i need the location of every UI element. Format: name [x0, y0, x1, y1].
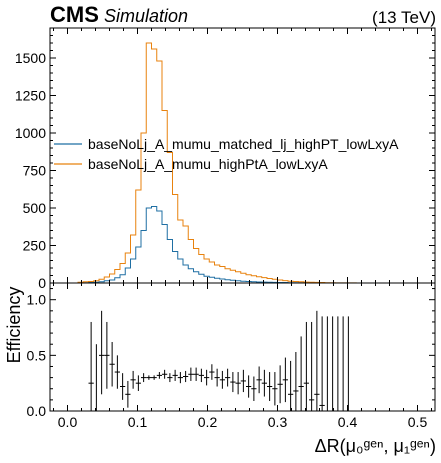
top-y-tick-label: 250: [23, 238, 47, 254]
bottom-x-tick-label: 0.1: [128, 414, 148, 430]
bottom-series-group: [88, 310, 349, 411]
bottom-y-tick-label: 0.5: [27, 347, 47, 363]
top-y-tick-label: 750: [23, 163, 47, 179]
bottom-x-tick-label: 0.4: [338, 414, 358, 430]
legend-entry-series-2: baseNoLj_A_mumu_highPtA_lowLxyA: [88, 156, 328, 172]
bottom-x-tick-label: 0.0: [58, 414, 78, 430]
bottom-plot-frame: [49, 282, 436, 412]
x-axis-label: ΔR(μ₀ᵍᵉⁿ, μ₁ᵍᵉⁿ): [315, 436, 436, 456]
series-2-step-line: [77, 42, 393, 284]
top-y-tick-label: 0: [38, 275, 46, 291]
top-axis-ticks: 0 250 500 750 1000 1250 1500: [15, 28, 435, 291]
top-panel: 0 250 500 750 1000 1250 1500 baseNoLj_A_mumu_m…: [15, 27, 436, 291]
bottom-x-tick-label: 0.3: [268, 414, 288, 430]
y-axis-label: Efficiency: [4, 287, 24, 364]
bottom-y-tick-label: 1.0: [27, 292, 47, 308]
bottom-x-tick-label: 0.2: [198, 414, 218, 430]
bottom-axis-ticks: 0.0 0.5 1.0 0.0 0.1 0.2 0.3 0.4 0.5: [27, 283, 435, 430]
bottom-panel: 0.0 0.5 1.0 0.0 0.1 0.2 0.3 0.4 0.5 Efficiency Δ…: [4, 282, 436, 456]
legend-entry-series-1: baseNoLj_A_mumu_matched_lj_highPT_lowLxy…: [88, 136, 399, 152]
bottom-y-tick-label: 0.0: [27, 403, 47, 419]
experiment-label: CMS: [50, 2, 99, 27]
legend: baseNoLj_A_mumu_matched_lj_highPT_lowLxy…: [54, 136, 399, 172]
top-y-tick-label: 1500: [15, 50, 46, 66]
energy-label: (13 TeV): [372, 8, 436, 27]
top-y-tick-label: 1250: [15, 88, 46, 104]
top-y-tick-label: 500: [23, 200, 47, 216]
simulation-label: Simulation: [104, 6, 188, 26]
top-y-tick-label: 1000: [15, 125, 46, 141]
bottom-x-tick-label: 0.5: [408, 414, 428, 430]
